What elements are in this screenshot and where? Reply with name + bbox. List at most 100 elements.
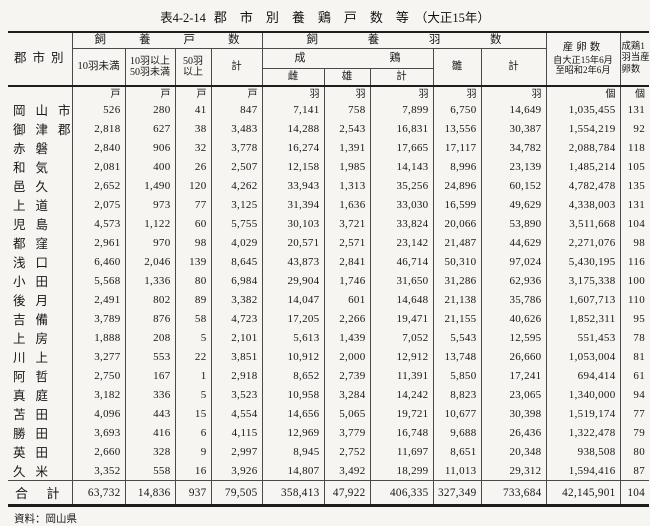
region-label: 小田 [8, 271, 73, 290]
value-cell: 694,414 [546, 366, 621, 385]
title-prefix: 表4-2-14 [160, 11, 206, 25]
value-cell: 906 [125, 138, 176, 157]
value-cell: 97,024 [481, 252, 547, 271]
value-cell: 5,568 [72, 271, 126, 290]
value-cell: 9 [175, 442, 212, 461]
value-cell: 400 [125, 157, 176, 176]
value-cell: 30,103 [262, 214, 325, 233]
col-header-birds-total: 計 [481, 48, 547, 87]
col-header-10to50-line1: 10羽以上 [130, 55, 170, 67]
value-cell: 81 [633, 350, 645, 363]
value-cell: 4,723 [211, 309, 263, 328]
value-cell: 16 [175, 461, 212, 481]
value-cell: 7,899 [370, 100, 434, 119]
value-cell: 336 [125, 385, 176, 404]
value-cell: 1,607,713 [546, 290, 621, 309]
region-label: 英田 [8, 442, 73, 461]
value-cell: 3,382 [211, 290, 263, 309]
value-cell: 3,926 [211, 461, 263, 481]
value-cell: 2,840 [72, 138, 126, 157]
value-cell: 558 [125, 461, 176, 481]
value-cell: 3,492 [324, 461, 371, 481]
value-cell: 6,460 [72, 252, 126, 271]
total-cell: 327,349 [433, 480, 482, 506]
value-cell: 280 [125, 100, 176, 119]
value-cell: 100 [627, 274, 645, 287]
value-cell: 3,284 [324, 385, 371, 404]
table-row: 真庭 3,182 336 5 3,523 10,958 3,284 14,242 8,823 23… [8, 385, 649, 404]
value-cell: 26,660 [481, 347, 547, 366]
value-cell: 5,065 [324, 404, 371, 423]
value-cell: 8,996 [433, 157, 482, 176]
value-cell: 3,277 [72, 347, 126, 366]
value-cell: 139 [175, 252, 212, 271]
value-cell: 16,748 [370, 423, 434, 442]
value-cell: 8,651 [433, 442, 482, 461]
source-note: 資料：岡山県 [14, 514, 77, 525]
table-row: 邑久 2,652 1,490 120 4,262 33,943 1,313 35,256 24,… [8, 176, 649, 195]
value-cell: 116 [628, 255, 645, 268]
value-cell: 23,142 [370, 233, 434, 252]
value-cell: 33,943 [262, 176, 325, 195]
unit-cell: 羽 [370, 86, 434, 100]
value-cell: 8,652 [262, 366, 325, 385]
region-label: 苫田 [8, 404, 73, 423]
value-cell: 2,841 [324, 252, 371, 271]
region-label: 阿哲 [8, 366, 73, 385]
table-row: 御津郡2,818627383,48314,2882,54316,83113,55… [8, 119, 649, 138]
table-body: 戸 戸 戸 戸 羽 羽 羽 羽 羽 個 個 岡山市526280418477,14… [8, 86, 649, 481]
value-cell: 627 [125, 119, 176, 138]
table-header: 郡市別 飼養戸数 飼養羽数 産卵数 自大正15年6月 至昭和2年6月 成鶏1 羽… [8, 32, 649, 87]
value-cell: 1,490 [125, 176, 176, 195]
value-cell: 16,274 [262, 138, 325, 157]
value-cell: 29,312 [481, 461, 547, 481]
value-cell: 2,997 [211, 442, 263, 461]
value-cell: 4,338,003 [546, 195, 621, 214]
eggs-period-to: 至昭和2年6月 [555, 65, 611, 76]
value-cell: 131 [627, 103, 645, 116]
value-cell: 8,945 [262, 442, 325, 461]
value-cell: 98 [633, 236, 645, 249]
value-cell: 135 [627, 179, 645, 192]
total-label: 合計 [8, 480, 73, 506]
value-cell: 17,241 [481, 366, 547, 385]
value-cell: 2,752 [324, 442, 371, 461]
value-cell: 34,782 [481, 138, 547, 157]
value-cell: 3,511,668 [546, 214, 621, 233]
value-cell: 35,786 [481, 290, 547, 309]
value-cell: 92 [633, 122, 645, 135]
unit-cell: 戸 [125, 86, 176, 100]
col-header-chicks: 雛 [433, 48, 482, 87]
value-cell: 16,831 [370, 119, 434, 138]
value-cell: 26,436 [481, 423, 547, 442]
value-cell: 11,391 [370, 366, 434, 385]
value-cell: 12,595 [481, 328, 547, 347]
value-cell: 94 [633, 388, 645, 401]
value-cell: 2,652 [72, 176, 126, 195]
value-cell: 5,543 [433, 328, 482, 347]
col-header-region: 郡市別 [8, 32, 73, 87]
value-cell: 1,313 [324, 176, 371, 195]
units-row: 戸 戸 戸 戸 羽 羽 羽 羽 羽 個 個 [8, 86, 649, 100]
value-cell: 1,888 [72, 328, 126, 347]
value-cell: 2,739 [324, 366, 371, 385]
group-header-birds: 飼養羽数 [262, 32, 547, 49]
value-cell: 2,266 [324, 309, 371, 328]
total-cell: 42,145,901 [546, 480, 621, 506]
total-cell: 14,836 [125, 480, 176, 506]
per-hen-line1: 成鶏1 [621, 42, 645, 53]
value-cell: 33,824 [370, 214, 434, 233]
value-cell: 1,035,455 [546, 100, 621, 119]
value-cell: 2,081 [72, 157, 126, 176]
value-cell: 12,158 [262, 157, 325, 176]
value-cell: 24,896 [433, 176, 482, 195]
value-cell: 14,807 [262, 461, 325, 481]
table-footer: 合計 63,732 14,836 937 79,505 358,413 47,9… [8, 480, 649, 506]
value-cell: 30,387 [481, 119, 547, 138]
total-cell: 733,684 [481, 480, 547, 506]
col-header-eggs-per-hen: 成鶏1 羽当産 卵数 [620, 32, 649, 87]
value-cell: 4,115 [211, 423, 263, 442]
value-cell: 2,918 [211, 366, 263, 385]
value-cell: 32 [175, 138, 212, 157]
value-cell: 3,483 [211, 119, 263, 138]
